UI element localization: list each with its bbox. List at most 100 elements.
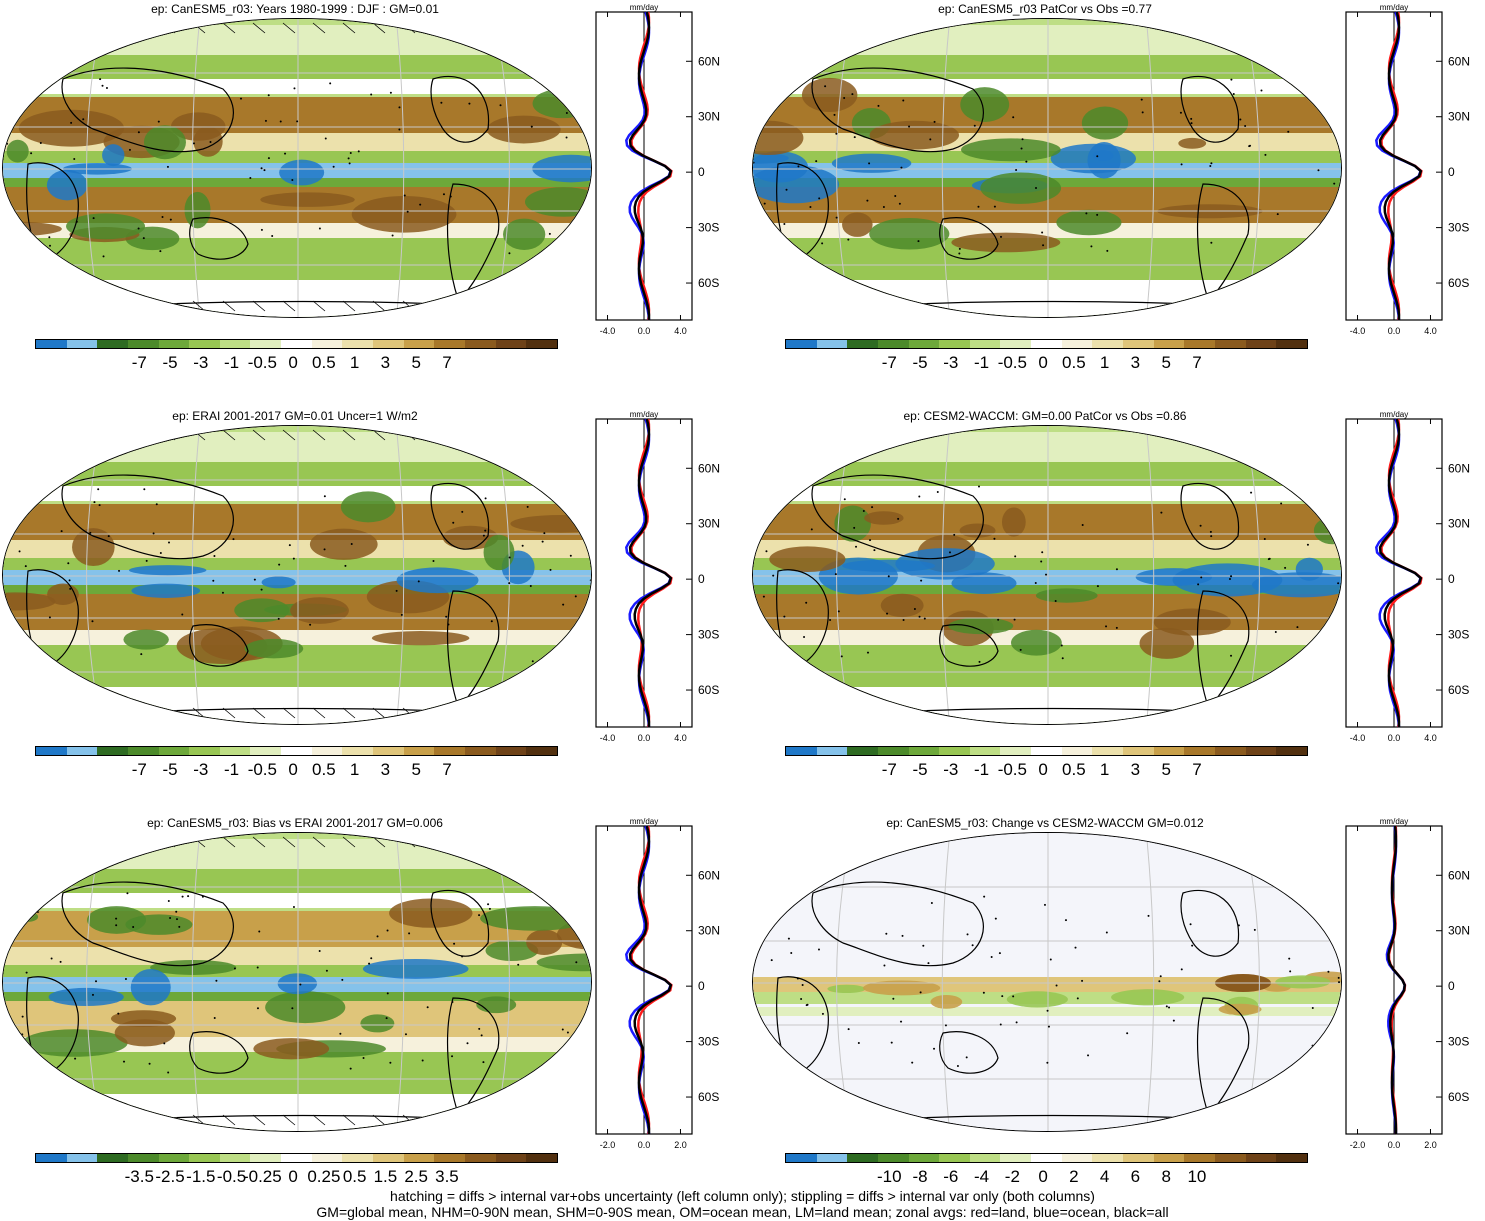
lat-tick-label: 30N [1448,924,1470,938]
zonal-xtick-label: 0.0 [1388,326,1401,336]
zonal-xtick-label: 0.0 [1388,733,1401,743]
lat-tick-label: 0 [698,572,705,586]
colorbar-tick-label: 1 [349,760,360,779]
colorbar-tick-label: 7 [1192,353,1202,372]
colorbar-tick-label: 3 [1130,760,1141,779]
colorbar [785,746,1308,756]
lat-tick-label: 60S [1448,276,1469,290]
colorbar-tick-label: -7 [881,760,897,779]
zonal-unit-label: mm/day [630,3,658,12]
colorbar [35,746,558,756]
zonal-xtick-label: 2.0 [1424,1140,1437,1150]
robinson-map [2,18,592,318]
colorbar-tick-label: 0.5 [312,760,336,779]
colorbar-tick-label: -3.5 [124,1167,154,1186]
colorbar-tick-label: 7 [442,760,452,779]
colorbar-tick-label: -3 [193,760,209,779]
lat-tick-label: 60N [698,461,720,475]
robinson-map [752,18,1342,318]
lat-tick-label: 60N [1448,461,1470,475]
colorbar-tick-label: 3 [380,760,391,779]
colorbar-tick-label: 1 [349,353,360,372]
lat-tick-label: 60N [698,868,720,882]
zonal-unit-label: mm/day [630,817,658,826]
zonal-xtick-label: -2.0 [600,1140,616,1150]
zonal-xtick-label: 4.0 [1424,733,1437,743]
zonal-xtick-label: 0.0 [638,733,651,743]
colorbar-tick-label: 5 [411,760,421,779]
colorbar-tick-label: 2.5 [404,1167,428,1186]
lat-tick-label: 0 [1448,165,1455,179]
zonal-xtick-label: 0.0 [1388,1140,1401,1150]
lat-tick-label: 30N [1448,517,1470,531]
lat-tick-label: 0 [1448,572,1455,586]
colorbar-tick-label: -0.5 [247,760,277,779]
colorbar-tick-label: -3 [943,353,959,372]
lat-tick-label: 60S [1448,1090,1469,1104]
zonal-xtick-label: -4.0 [600,326,616,336]
colorbar-tick-label: -3 [193,353,209,372]
zonal-unit-label: mm/day [630,410,658,419]
colorbar-tick-label: -4 [974,1167,990,1186]
colorbar-tick-label: 3 [1130,353,1141,372]
colorbar-tick-label: 0 [288,1167,298,1186]
colorbar-tick-label: -1.5 [186,1167,216,1186]
colorbar-tick-label: -2 [1004,1167,1020,1186]
colorbar-tick-label: 1 [1099,760,1110,779]
lat-tick-label: 30S [1448,1035,1469,1049]
colorbar-tick-label: 3 [380,353,391,372]
zonal-unit-label: mm/day [1380,817,1408,826]
colorbar-tick-label: 0 [1038,760,1048,779]
lat-tick-label: 60N [1448,54,1470,68]
zonal-xtick-label: -4.0 [600,733,616,743]
colorbar-tick-label: 0 [1038,1167,1048,1186]
colorbar-tick-label: 0 [288,760,298,779]
colorbar-tick-label: 3.5 [435,1167,459,1186]
lat-tick-label: 60S [1448,683,1469,697]
lat-tick-label: 0 [1448,979,1455,993]
lat-tick-label: 60S [698,683,719,697]
colorbar-tick-label: -5 [162,353,178,372]
lat-tick-label: 30S [698,628,719,642]
lat-tick-label: 60S [698,1090,719,1104]
colorbar-tick-label: 0.5 [312,353,336,372]
lat-tick-label: 30S [698,221,719,235]
colorbar-tick-label: -0.5 [997,353,1027,372]
zonal-mean-plot: mm/day 60N 30N 0 30S 60S -4.0 0.0 4.0 [592,409,742,754]
colorbar-tick-label: -0.5 [247,353,277,372]
colorbar-tick-label: 4 [1099,1167,1110,1186]
lat-tick-label: 0 [698,979,705,993]
colorbar-tick-label: 7 [442,353,452,372]
zonal-xtick-label: 4.0 [1424,326,1437,336]
colorbar-tick-label: -7 [131,353,147,372]
colorbar-tick-label: 0.25 [307,1167,341,1186]
colorbar-tick-label: 6 [1130,1167,1141,1186]
robinson-map [2,425,592,725]
colorbar-tick-label: 5 [411,353,421,372]
panel-title: ep: CESM2-WACCM: GM=0.00 PatCor vs Obs =… [903,409,1187,423]
robinson-map [2,832,592,1132]
zonal-xtick-label: 4.0 [674,733,687,743]
colorbar-tick-label: -6 [943,1167,959,1186]
colorbar-tick-label: -3 [943,760,959,779]
colorbar-tick-label: -2.5 [155,1167,185,1186]
panel-title: ep: CanESM5_r03: Years 1980-1999 : DJF :… [151,2,439,16]
colorbar-tick-label: -0.25 [242,1167,282,1186]
lat-tick-label: 30N [1448,110,1470,124]
colorbar-tick-label: -7 [881,353,897,372]
zonal-mean-plot: mm/day 60N 30N 0 30S 60S -4.0 0.0 4.0 [592,2,742,347]
colorbar-tick-label: -5 [162,760,178,779]
panel-title: ep: CanESM5_r03: Change vs CESM2-WACCM G… [886,816,1204,830]
footer-note-means: GM=global mean, NHM=0-90N mean, SHM=0-90… [316,1204,1169,1220]
colorbar-tick-label: 5 [1161,353,1171,372]
lat-tick-label: 30S [698,1035,719,1049]
colorbar-tick-label: -1 [974,353,990,372]
lat-tick-label: 30S [1448,221,1469,235]
zonal-unit-label: mm/day [1380,3,1408,12]
colorbar-tick-label: 5 [1161,760,1171,779]
colorbar-tick-label: -0.5 [997,760,1027,779]
zonal-xtick-label: -4.0 [1350,733,1366,743]
zonal-xtick-label: 0.0 [638,1140,651,1150]
footer-note-hatching: hatching = diffs > internal var+obs unce… [390,1188,1095,1204]
panel-title: ep: CanESM5_r03 PatCor vs Obs =0.77 [938,2,1152,16]
